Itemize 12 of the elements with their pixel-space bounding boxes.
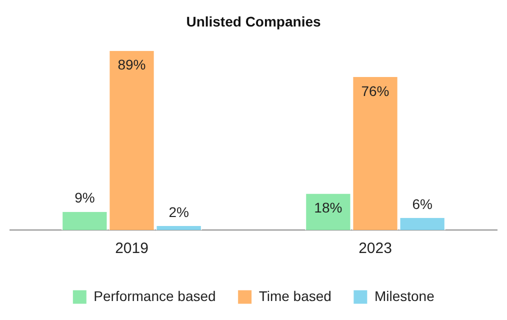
legend-label: Performance based [94,288,216,304]
data-label: 2% [168,204,189,220]
x-tick-label: 2023 [358,240,392,258]
data-label: 9% [74,190,95,206]
data-label: 89% [118,56,146,73]
chart-title: Unlisted Companies [186,13,321,30]
data-label: 18% [314,200,342,216]
data-label: 6% [412,196,432,212]
legend-label: Milestone [374,288,435,304]
data-label: 76% [361,82,390,99]
legend-label: Time based [258,288,332,304]
x-tick-label: 2019 [115,240,148,258]
